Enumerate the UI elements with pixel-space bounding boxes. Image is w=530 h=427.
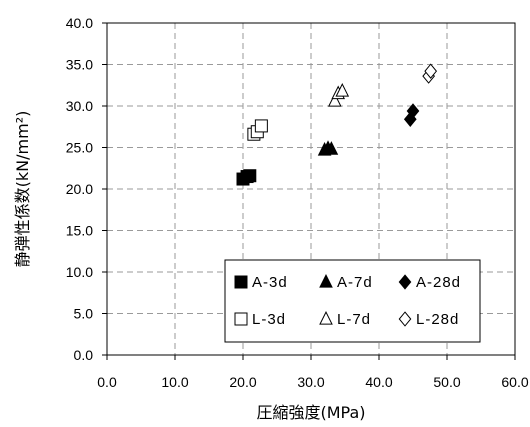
- data-point-L-28d: [424, 63, 438, 79]
- x-tick-label: 60.0: [501, 374, 528, 390]
- data-point-L-7d: [335, 83, 350, 97]
- y-tick-label: 25.0: [66, 140, 93, 156]
- data-point-A-7d: [324, 141, 339, 155]
- data-points: [236, 63, 438, 186]
- x-tick-label: 20.0: [229, 374, 256, 390]
- legend-marker-A-7d: [319, 273, 333, 288]
- y-tick-label: 35.0: [66, 57, 93, 73]
- x-axis: 0.0 10.0 20.0 30.0 40.0 50.0 60.0: [97, 355, 529, 390]
- data-point-L-3d: [254, 119, 268, 133]
- legend: A-3d A-7d A-28d L-3d L-7d L-28d: [224, 259, 481, 343]
- legend-box: [224, 259, 481, 343]
- y-tick-label: 10.0: [66, 264, 93, 280]
- legend-marker-L-7d: [319, 310, 333, 325]
- data-point-A-28d: [406, 103, 420, 119]
- legend-label-L-28d: L-28d: [416, 311, 459, 328]
- legend-label-A-7d: A-7d: [337, 274, 373, 291]
- x-axis-title: 圧縮強度(MPa): [256, 403, 365, 422]
- y-tick-label: 30.0: [66, 98, 93, 114]
- legend-label-L-7d: L-7d: [337, 311, 371, 328]
- y-tick-label: 20.0: [66, 181, 93, 197]
- x-tick-label: 40.0: [365, 374, 392, 390]
- legend-label-A-3d: A-3d: [252, 274, 288, 291]
- data-point-L-7d: [327, 93, 342, 107]
- legend-marker-L-3d: [234, 312, 248, 326]
- y-tick-label: 40.0: [66, 15, 93, 31]
- y-axis: 0.0 5.0 10.0 15.0 20.0 25.0 30.0 35.0 40.0: [66, 15, 107, 363]
- y-tick-label: 5.0: [74, 306, 94, 322]
- legend-label-L-3d: L-3d: [252, 311, 286, 328]
- legend-marker-A-28d: [398, 274, 412, 290]
- legend-marker-A-3d: [234, 275, 248, 289]
- y-axis-title: 静弾性係数(kN/mm²): [13, 111, 32, 268]
- y-tick-label: 15.0: [66, 223, 93, 239]
- x-tick-label: 0.0: [97, 374, 117, 390]
- x-tick-label: 30.0: [297, 374, 324, 390]
- legend-label-A-28d: A-28d: [416, 274, 461, 291]
- y-tick-label: 0.0: [74, 347, 94, 363]
- data-point-A-3d: [243, 169, 257, 183]
- x-tick-label: 50.0: [433, 374, 460, 390]
- x-tick-label: 10.0: [161, 374, 188, 390]
- legend-marker-L-28d: [398, 311, 412, 327]
